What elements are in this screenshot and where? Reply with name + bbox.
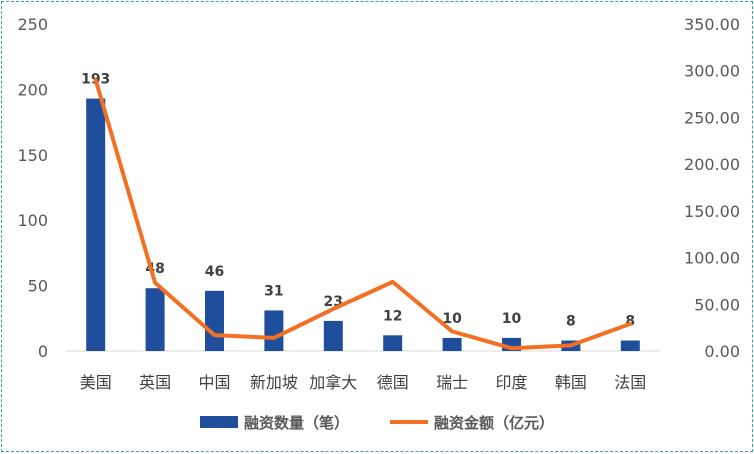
- right-axis-tick-label: 300.00: [684, 62, 740, 81]
- right-axis-tick-label: 100.00: [684, 249, 740, 268]
- legend-bar-label: 融资数量（笔）: [244, 414, 349, 432]
- category-label: 德国: [377, 373, 409, 392]
- left-axis-tick-label: 150: [17, 146, 48, 165]
- line-series: [93, 78, 633, 351]
- bar-data-label: 10: [442, 311, 462, 327]
- left-axis: 0 50 100 150 200 250: [17, 15, 48, 361]
- right-axis-tick-label: 50.00: [694, 295, 740, 314]
- bar: [442, 337, 462, 351]
- bar: [383, 335, 403, 351]
- right-axis-tick-label: 0.00: [704, 342, 740, 361]
- category-label: 新加坡: [250, 373, 298, 392]
- category-label: 印度: [495, 373, 527, 392]
- bar-data-label: 8: [566, 314, 576, 330]
- category-label: 英国: [139, 373, 171, 392]
- left-axis-tick-label: 200: [17, 80, 48, 99]
- bar: [323, 320, 343, 351]
- bar: [264, 310, 284, 351]
- category-axis: 美国 英国 中国 新加坡 加拿大 德国 瑞士 印度 韩国 法国: [80, 373, 647, 392]
- right-axis: 0.00 50.00 100.00 150.00 200.00 250.00 300.00 3…: [684, 15, 740, 361]
- right-axis-tick-label: 350.00: [684, 15, 740, 34]
- category-label: 加拿大: [309, 373, 357, 392]
- bar-data-label: 46: [205, 264, 224, 280]
- bar-data-label: 12: [383, 308, 402, 324]
- legend-line-label: 融资金额（亿元）: [434, 414, 554, 432]
- right-axis-tick-label: 250.00: [684, 108, 740, 127]
- left-axis-tick-label: 250: [17, 15, 48, 34]
- bar-data-label: 10: [502, 311, 522, 327]
- category-label: 美国: [80, 373, 112, 392]
- right-axis-tick-label: 200.00: [684, 155, 740, 174]
- left-axis-tick-label: 50: [28, 277, 48, 296]
- category-label: 法国: [614, 373, 646, 392]
- bar-data-label: 8: [625, 314, 635, 330]
- bar: [86, 98, 106, 351]
- line-path: [93, 78, 633, 351]
- legend-bar-swatch: [200, 416, 238, 428]
- category-label: 韩国: [555, 373, 587, 392]
- left-axis-tick-label: 0: [38, 342, 48, 361]
- bar-series: [86, 98, 640, 351]
- right-axis-tick-label: 150.00: [684, 202, 740, 221]
- bar: [620, 340, 640, 351]
- bar-data-label: 31: [264, 283, 283, 299]
- bar: [145, 288, 165, 351]
- bar: [205, 290, 224, 351]
- legend: 融资数量（笔） 融资金额（亿元）: [200, 414, 554, 432]
- category-label: 瑞士: [436, 373, 468, 392]
- left-axis-tick-label: 100: [17, 211, 48, 230]
- category-label: 中国: [198, 373, 230, 392]
